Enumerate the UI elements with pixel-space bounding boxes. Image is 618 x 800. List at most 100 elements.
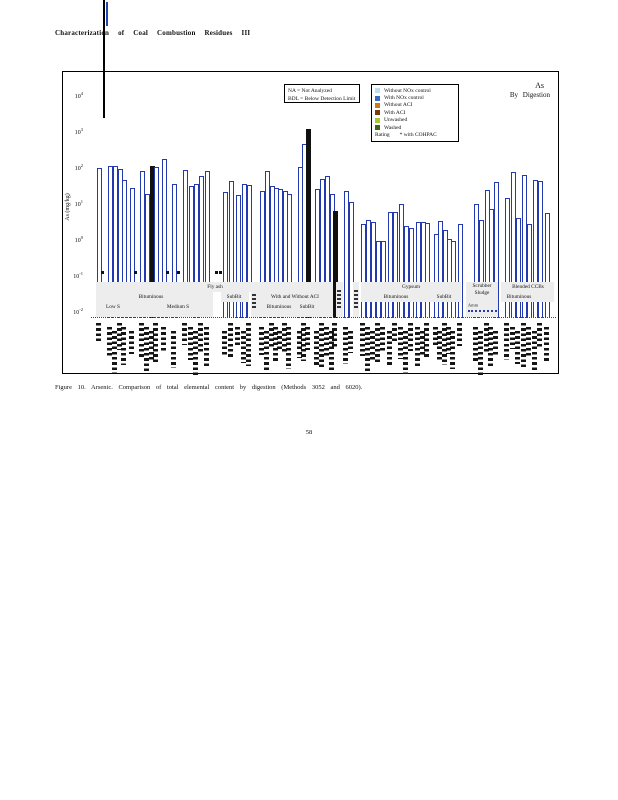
- bar-sample-outline: [325, 176, 330, 318]
- legend-color-chip: [375, 102, 380, 108]
- bar-sample-outline: [223, 191, 228, 318]
- sample-id-label: [222, 331, 227, 356]
- sample-id-label: [329, 331, 334, 372]
- bar-sample-outline: [122, 180, 127, 318]
- sample-id-label: [420, 331, 425, 355]
- sample-id-label: [198, 323, 203, 352]
- bdl-flag-marker: [101, 271, 104, 274]
- sample-id-label: [537, 323, 542, 348]
- y-tick-label: 104: [74, 91, 83, 100]
- category-label: Sludge: [474, 290, 490, 296]
- bar-sample-outline: [183, 169, 188, 318]
- bar-sample-outline: [315, 188, 320, 318]
- category-band-box: [221, 292, 249, 302]
- sample-id-label: [380, 327, 385, 352]
- sample-id-label: [112, 331, 117, 373]
- legend-color-chip: [375, 110, 380, 116]
- legend-entry-label: Unwashed: [384, 117, 408, 124]
- bar-sample-outline: [113, 166, 118, 318]
- legend-entry: With NOx control: [375, 94, 455, 101]
- bar-sample-outline: [527, 224, 532, 318]
- sample-id-label: [332, 323, 337, 349]
- sample-id-label: [442, 323, 447, 365]
- bar-sample-outline: [154, 166, 159, 318]
- bar-sample-outline: [287, 193, 292, 318]
- bar-sample-outline: [376, 241, 381, 318]
- sample-id-label: [526, 327, 531, 356]
- sample-id-label: [259, 327, 264, 355]
- sample-id-label: [171, 331, 176, 368]
- bar-sample-outline: [522, 174, 527, 318]
- category-label: Gypsum: [402, 284, 420, 290]
- sample-id-label: [188, 327, 193, 360]
- category-label: Bituminous: [266, 304, 292, 310]
- legend-abbreviations: NA = Not Analyzed BDL = Below Detection …: [284, 84, 360, 103]
- figure-caption: Figure 10. Arsenic. Comparison of total …: [55, 384, 363, 391]
- bdl-dotted-segment: [468, 310, 497, 312]
- legend-entry: With ACI: [375, 109, 455, 116]
- page-number: 58: [305, 429, 313, 436]
- bar-sample-outline: [388, 211, 393, 318]
- bar-sample-outline: [140, 171, 145, 318]
- bdl-flag-marker: [177, 271, 180, 274]
- bar-sample-outline: [194, 183, 199, 318]
- sample-id-label: [473, 327, 478, 361]
- bar-sample-outline: [458, 223, 463, 318]
- sample-id-label: [246, 323, 251, 366]
- y-tick-label: 100: [74, 235, 83, 244]
- bar-sample-outline: [425, 223, 430, 318]
- bar-sample-outline: [511, 171, 516, 318]
- sample-id-label: [504, 323, 509, 360]
- bar-sample-outline: [479, 219, 484, 318]
- category-band-box: [258, 292, 333, 317]
- sample-id-label: [343, 327, 348, 364]
- rotated-label-marks: [337, 290, 341, 310]
- sample-id-label: [408, 323, 413, 351]
- bar-sample-outline: [404, 226, 409, 318]
- bar-sample-outline: [320, 179, 325, 318]
- y-tick-label: 102: [74, 163, 83, 172]
- page-header-title: Characterization of Coal Combustion Resi…: [55, 29, 251, 37]
- sample-id-label: [204, 327, 209, 367]
- category-label: SubBit: [436, 294, 452, 300]
- legend-entry: Without NOx control: [375, 87, 455, 94]
- bar-sample-outline: [205, 171, 210, 318]
- sample-id-label: [153, 323, 158, 364]
- figure-chart: As By Digestion NA = Not Analyzed BDL = …: [62, 71, 559, 376]
- category-label: Bituminous: [506, 294, 532, 300]
- category-label: Blended CCBs: [512, 284, 544, 290]
- sample-id-label: [433, 327, 438, 347]
- bar-sample-outline: [189, 185, 194, 318]
- legend-entry: Washed: [375, 124, 455, 131]
- bar-sample-outline: [242, 183, 247, 318]
- sample-id-label: [277, 331, 282, 351]
- rotated-label-marks: [252, 294, 256, 310]
- sample-id-label: [510, 327, 515, 349]
- bdl-flag-marker: [134, 271, 137, 274]
- bar-sample-outline: [371, 221, 376, 318]
- bar-sample-outline: [108, 166, 113, 318]
- sample-id-label: [360, 323, 365, 356]
- legend-note-bdl: BDL = Below Detection Limit: [288, 96, 356, 102]
- legend-entry-label: Without NOx control: [384, 87, 431, 94]
- bar-sample-outline: [438, 221, 443, 318]
- bar-sample-outline: [229, 181, 234, 318]
- rotated-label-marks: [354, 290, 358, 310]
- legend-color-chip: [375, 95, 380, 101]
- sample-id-label: [375, 323, 380, 363]
- legend-footer-note: * with COHPAC: [399, 132, 437, 139]
- sample-id-label: [273, 327, 278, 362]
- bar-sample-outline: [474, 203, 479, 318]
- bar-sample-outline: [236, 194, 241, 318]
- legend-color-chip: [375, 117, 380, 123]
- sample-id-label: [424, 323, 429, 358]
- category-label: Bituminous: [383, 294, 409, 300]
- bar-sample-outline: [349, 202, 354, 318]
- sample-id-label: [387, 331, 392, 367]
- sample-id-label: [96, 323, 101, 343]
- x-axis-baseline: [91, 317, 556, 318]
- sample-id-label: [235, 327, 240, 348]
- legend-note-na: NA = Not Analyzed: [288, 88, 332, 94]
- legend-entry-label: With NOx control: [384, 95, 424, 102]
- bar-sample-outline: [409, 227, 414, 318]
